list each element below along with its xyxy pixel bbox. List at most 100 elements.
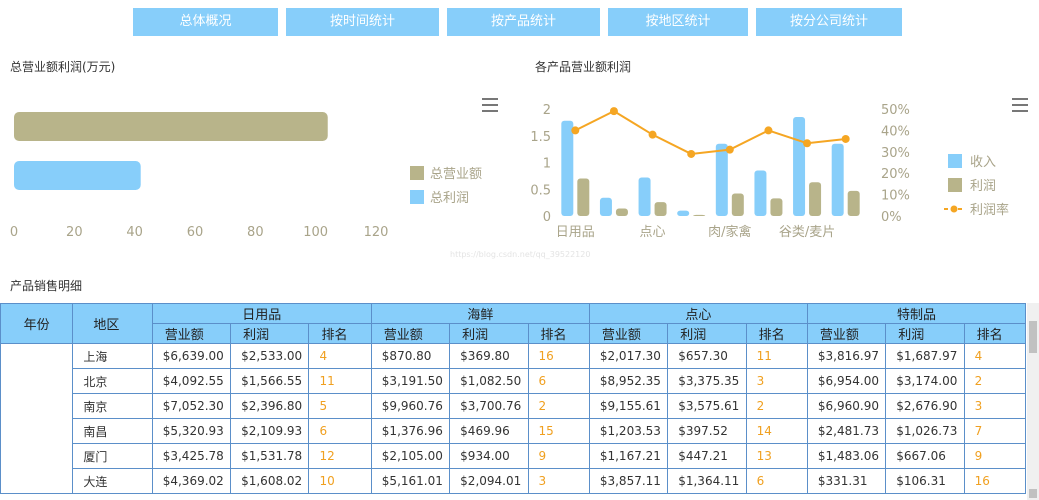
legend-label[interactable]: 利润: [970, 179, 996, 194]
watermark-text: https://blog.csdn.net/qq_39522120: [450, 250, 591, 259]
y-tick-label: 0: [543, 210, 551, 225]
revenue-cell: $3,191.50: [370, 368, 451, 394]
profit-cell: $2,094.01: [449, 468, 529, 494]
bar-total-revenue[interactable]: [14, 112, 328, 141]
legend-swatch: [410, 166, 424, 180]
sub-column-header: 利润: [449, 323, 529, 344]
profit-rate-point[interactable]: [687, 149, 696, 158]
menu-icon[interactable]: [1012, 98, 1028, 112]
x-tick-label: 40: [126, 225, 143, 240]
x-tick-label: 肉/家禽: [708, 224, 751, 240]
bar-total-profit[interactable]: [14, 161, 141, 190]
profit-bar[interactable]: [693, 214, 706, 216]
x-tick-label: 60: [187, 225, 204, 240]
legend-label[interactable]: 总利润: [430, 191, 469, 206]
revenue-bar[interactable]: [599, 197, 612, 216]
table-row[interactable]: 厦门 $3,425.78 $1,531.78 12 $2,105.00 $934.00 9 $…: [1, 443, 1027, 469]
revenue-cell: $5,161.01: [370, 468, 451, 494]
profit-rate-point[interactable]: [609, 107, 618, 116]
profit-cell: $469.96: [449, 418, 529, 444]
profit-cell: $397.52: [667, 418, 747, 444]
x-tick-label: 100: [303, 225, 328, 240]
profit-rate-point[interactable]: [571, 126, 580, 135]
profit-rate-point[interactable]: [648, 130, 657, 139]
profit-bar[interactable]: [770, 198, 783, 216]
legend-label[interactable]: 利润率: [970, 202, 1009, 218]
nav-by-branch-button[interactable]: 按分公司统计: [756, 8, 902, 36]
revenue-cell: $6,960.90: [806, 393, 887, 419]
revenue-bar[interactable]: [561, 120, 574, 216]
legend-label[interactable]: 收入: [970, 155, 996, 170]
profit-cell: $2,533.00: [230, 343, 310, 369]
profit-cell: $1,364.11: [667, 468, 747, 494]
profit-cell: $3,174.00: [885, 368, 965, 394]
rank-cell: 7: [963, 418, 1027, 444]
revenue-bar[interactable]: [831, 143, 844, 216]
profit-bar[interactable]: [654, 202, 667, 216]
table-body: 上海 $6,639.00 $2,533.00 4 $870.80 $369.80 16 $2,…: [0, 343, 1027, 494]
rank-cell: 11: [745, 343, 808, 369]
menu-icon[interactable]: [482, 98, 498, 112]
rank-cell: 6: [745, 468, 808, 494]
profit-cell: $1,531.78: [230, 443, 310, 469]
group-header: 日用品: [151, 303, 372, 324]
legend-swatch: [410, 190, 424, 204]
rank-cell: 2: [527, 393, 590, 419]
legend-label[interactable]: 总营业额: [430, 167, 482, 182]
region-cell: 北京: [72, 368, 153, 394]
y-tick-label: 1.5: [530, 130, 551, 145]
profit-bar[interactable]: [577, 178, 590, 216]
revenue-cell: $8,952.35: [588, 368, 669, 394]
stats-nav: 总体概况 按时间统计 按产品统计 按地区统计 按分公司统计: [0, 8, 1039, 38]
y2-tick-label: 0%: [881, 210, 902, 225]
sub-column-header: 营业额: [806, 323, 887, 344]
revenue-cell: $331.31: [806, 468, 887, 494]
sub-header-row: 营业额 利润 排名 营业额 利润 排名 营业额 利润 排名 营业额 利润 排名: [1, 323, 1027, 344]
y2-tick-label: 20%: [881, 167, 910, 182]
table-scrollbar[interactable]: [1027, 303, 1039, 500]
profit-cell: $2,109.93: [230, 418, 310, 444]
right-chart-title: 各产品营业额利润: [535, 60, 632, 74]
profit-bar[interactable]: [847, 190, 860, 216]
profit-bar[interactable]: [615, 208, 628, 216]
table-row[interactable]: 北京 $4,092.55 $1,566.55 11 $3,191.50 $1,082.50…: [1, 368, 1027, 394]
table-row[interactable]: 南昌 $5,320.93 $2,109.93 6 $1,376.96 $469.96 15 $…: [1, 418, 1027, 444]
nav-by-product-button[interactable]: 按产品统计: [447, 8, 600, 36]
rank-cell: 3: [745, 368, 808, 394]
group-header: 海鲜: [370, 303, 590, 324]
revenue-bar[interactable]: [754, 170, 767, 216]
rank-cell: 3: [963, 393, 1027, 419]
profit-bar[interactable]: [731, 193, 744, 216]
revenue-bar[interactable]: [715, 143, 728, 216]
y2-tick-label: 10%: [881, 189, 910, 204]
profit-cell: $106.31: [885, 468, 965, 494]
profit-bar[interactable]: [809, 182, 822, 216]
table-row[interactable]: 南京 $7,052.30 $2,396.80 5 $9,960.76 $3,700.76 2…: [1, 393, 1027, 419]
sub-column-header: 排名: [963, 323, 1027, 344]
y-tick-label: 0.5: [530, 183, 551, 198]
rank-cell: 16: [963, 468, 1027, 494]
scrollbar-thumb-bottom[interactable]: [1029, 489, 1037, 498]
nav-by-time-button[interactable]: 按时间统计: [286, 8, 439, 36]
revenue-bar[interactable]: [677, 210, 690, 216]
profit-rate-point[interactable]: [803, 139, 812, 148]
nav-by-region-button[interactable]: 按地区统计: [608, 8, 748, 36]
profit-rate-point[interactable]: [725, 145, 734, 154]
table-row[interactable]: 上海 $6,639.00 $2,533.00 4 $870.80 $369.80 16 $2,…: [0, 343, 1027, 494]
revenue-bar[interactable]: [793, 117, 806, 216]
product-revenue-combo-chart: 00.511.520%10%20%30%40%50%日用品 点心 肉/家禽 谷类/麦片…: [530, 103, 1009, 240]
revenue-cell: $3,816.97: [806, 343, 887, 369]
scrollbar-thumb[interactable]: [1029, 321, 1037, 353]
revenue-cell: $1,203.53: [588, 418, 669, 444]
x-tick-label: 日用品: [556, 225, 595, 240]
rank-cell: 9: [527, 443, 590, 469]
revenue-cell: $6,639.00: [151, 343, 232, 369]
table-row[interactable]: 大连 $4,369.02 $1,608.02 10 $5,161.01 $2,094.01…: [1, 468, 1027, 494]
product-sales-table: 年份 地区 日用品 海鲜 点心 特制品 营业额 利润 排名 营业额 利润 排名 营业额 利润排…: [0, 303, 1027, 494]
profit-rate-point[interactable]: [841, 134, 850, 143]
revenue-bar[interactable]: [638, 177, 651, 216]
revenue-cell: $4,369.02: [151, 468, 232, 494]
profit-cell: $369.80: [449, 343, 529, 369]
profit-rate-point[interactable]: [764, 126, 773, 135]
nav-overview-button[interactable]: 总体概况: [133, 8, 278, 36]
